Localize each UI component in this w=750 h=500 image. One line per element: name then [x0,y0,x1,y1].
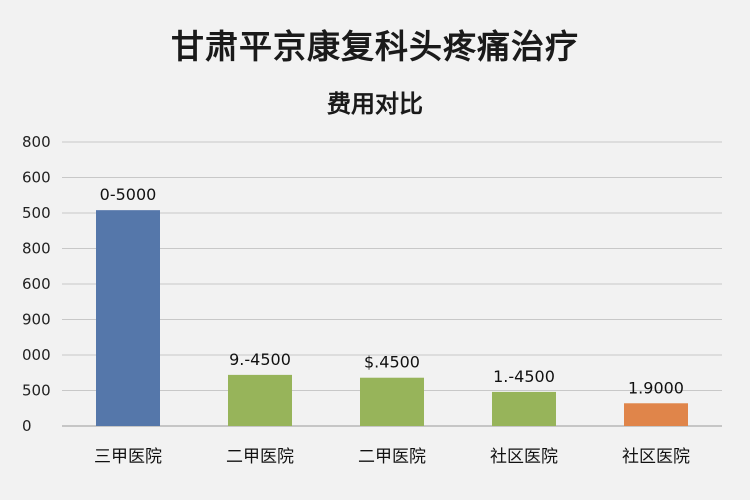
y-tick-label: 500 [22,204,51,222]
chart-subtitle: 费用对比 [327,90,423,118]
y-tick-label: 900 [22,311,51,329]
data-label: 1.9000 [628,378,684,397]
chart-title: 甘肃平京康复科头疼痛治疗 [171,27,579,66]
bar [360,377,424,426]
bar [96,210,160,426]
category-label: 三甲医院 [94,447,162,467]
data-label: 9.-4500 [229,350,291,369]
category-label: 社区医院 [622,447,690,467]
category-label: 二甲医院 [358,447,426,467]
bar [492,391,556,426]
category-label: 社区医院 [490,447,558,467]
y-tick-label: 500 [22,382,51,400]
bar [624,403,688,426]
category-label: 二甲医院 [226,447,294,467]
y-tick-label: 000 [22,346,51,364]
y-tick-label: 600 [22,169,51,187]
data-label: 0-5000 [100,185,157,204]
data-label: $.4500 [364,353,420,372]
y-tick-label: 600 [22,275,51,293]
y-tick-label: 800 [22,133,51,151]
data-label: 1.-4500 [493,367,555,386]
bar [228,374,292,426]
y-tick-label: 0 [22,417,32,435]
y-tick-label: 800 [22,240,51,258]
